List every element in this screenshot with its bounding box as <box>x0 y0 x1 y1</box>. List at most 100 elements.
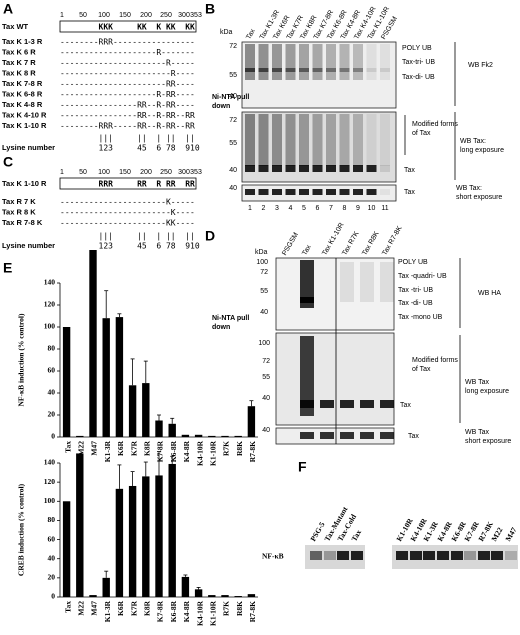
band <box>380 189 390 195</box>
band <box>380 432 394 439</box>
band <box>380 400 394 408</box>
band-annotation: POLY UB <box>398 259 428 266</box>
lane-number: 8 <box>343 205 347 212</box>
band <box>366 165 377 172</box>
y-axis-title: NF-κB induction (% control) <box>17 313 26 406</box>
bar <box>142 383 150 437</box>
gel-band <box>491 551 503 560</box>
band <box>339 68 350 72</box>
mutation-pattern: --------------------R-RR---- <box>60 90 195 99</box>
band <box>320 432 334 439</box>
wb-label: WB HA <box>478 290 501 297</box>
x-tick-label: R8K <box>235 601 244 616</box>
lane-number: 9 <box>356 205 360 212</box>
band <box>312 165 323 172</box>
band-smear <box>285 114 296 166</box>
scale-label: 200 <box>140 12 152 19</box>
bar <box>208 595 216 597</box>
band <box>326 189 336 195</box>
x-tick-label: R7-8K <box>248 601 257 622</box>
pulldown-label: Ni-NTA pull down <box>212 315 251 331</box>
lysine-numbers: 123 45 6 78 910 <box>60 144 200 153</box>
mutation-pattern: --------RRR-----RR--R-RR--RR <box>60 122 195 131</box>
band-smear <box>245 114 255 166</box>
y-tick-label: 40 <box>48 388 56 397</box>
kda-label: 40 <box>229 167 237 174</box>
band-annotation: Tax -tri- UB <box>398 287 433 294</box>
band <box>300 297 314 303</box>
scale-label: 150 <box>119 169 131 176</box>
gel-band <box>337 551 349 560</box>
band <box>312 68 323 72</box>
x-tick-label: K4-8R <box>182 440 191 462</box>
band <box>299 165 309 172</box>
scale-label: 353 <box>190 169 202 176</box>
lane-label: Tax <box>245 28 257 41</box>
lysine-sites: KKK KK K KK KK <box>60 23 195 32</box>
lane-number: 1 <box>248 205 252 212</box>
lane-number: 11 <box>381 205 388 212</box>
construct-name: Tax K 4-8 R <box>2 100 43 109</box>
band <box>353 165 363 172</box>
lysine-numbers: 123 45 6 78 910 <box>60 242 200 251</box>
band-smear <box>339 114 350 166</box>
band-smear <box>312 114 323 166</box>
scale-label: 100 <box>98 169 110 176</box>
band <box>299 189 309 195</box>
band-annotation: Tax-di- UB <box>402 74 435 81</box>
panel-label: B <box>205 1 215 17</box>
mutation-pattern: ----------------------RR---- <box>60 80 195 89</box>
kda-label: 55 <box>262 374 270 381</box>
band <box>353 68 363 72</box>
gel-band <box>396 551 408 560</box>
mutation-pattern: ----------------RR--R-RR---- <box>60 101 195 110</box>
lysine-ticks: ||| || | || || <box>60 134 195 143</box>
y-tick-label: 20 <box>48 573 56 582</box>
lane-number: 5 <box>302 205 306 212</box>
kda-label: 72 <box>229 117 237 124</box>
band-smear <box>366 114 377 166</box>
band-smear <box>258 44 269 80</box>
y-tick-label: 80 <box>48 515 56 524</box>
kda-label: 40 <box>229 185 237 192</box>
x-tick-label: M47 <box>90 601 99 616</box>
construct-name: Tax K 7-8 R <box>2 79 43 88</box>
construct-name: Tax K 4-10 R <box>2 110 47 119</box>
y-tick-label: 60 <box>48 366 56 375</box>
mutation-pattern: ----------------------KK---- <box>60 219 195 228</box>
mutation-pattern: -----------------------R---- <box>60 69 195 78</box>
construct-name: Tax K 6 R <box>2 47 36 56</box>
band <box>380 68 390 72</box>
band <box>360 432 374 439</box>
x-tick-label: M22 <box>77 601 86 616</box>
bar <box>62 327 71 437</box>
construct-name: Tax K 8 R <box>2 68 36 77</box>
kda-label: 72 <box>260 269 268 276</box>
scale-label: 300 <box>178 169 190 176</box>
lane-number: 4 <box>289 205 293 212</box>
band <box>360 400 374 408</box>
wb-label: WB Fk2 <box>468 62 493 69</box>
modified-label: Modified forms of Tax <box>412 357 460 373</box>
panel-label: E <box>3 260 12 276</box>
blot-frame <box>275 332 395 426</box>
band <box>272 165 282 172</box>
band-smear <box>353 44 363 80</box>
gel-band <box>437 551 449 560</box>
bar <box>102 318 110 437</box>
bar <box>168 423 176 437</box>
wb-label: WB Tax short exposure <box>465 429 511 445</box>
x-tick-label: K7R <box>129 440 138 456</box>
y-tick-label: 100 <box>44 322 56 331</box>
band <box>245 189 255 195</box>
construct-name: Tax R 8 K <box>2 207 36 216</box>
y-tick-label: 0 <box>51 592 55 601</box>
k1-10r-box <box>59 177 197 190</box>
band-smear <box>272 44 282 80</box>
x-tick-label: R7K <box>222 441 231 456</box>
lane-number: 6 <box>316 205 320 212</box>
bar <box>194 589 203 597</box>
gel-band <box>351 551 363 560</box>
band <box>320 400 334 408</box>
